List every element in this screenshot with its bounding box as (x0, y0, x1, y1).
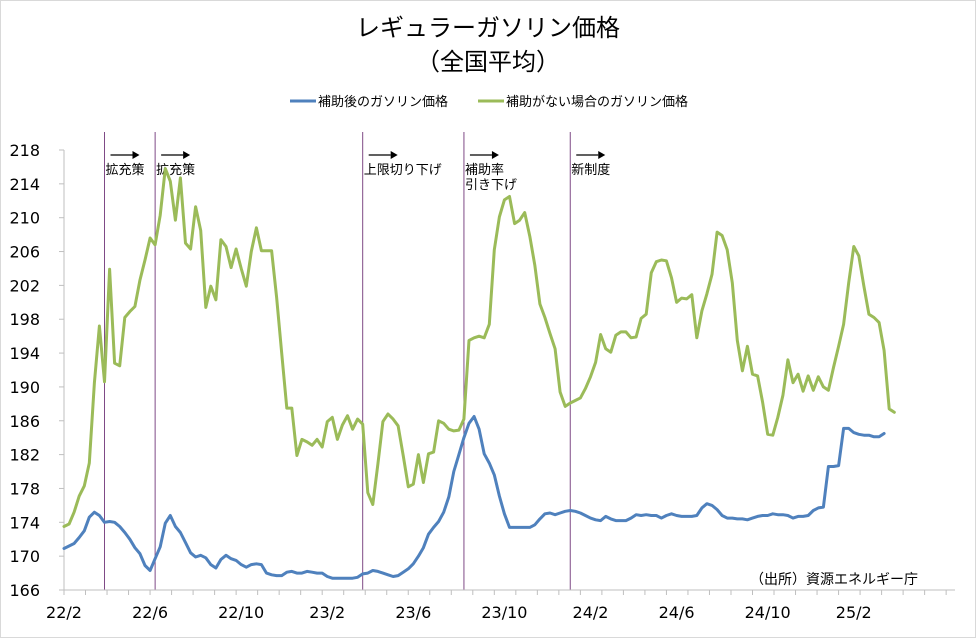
y-tick-label: 210 (9, 209, 40, 228)
x-tick-label: 23/2 (309, 603, 345, 622)
x-tick-label: 22/10 (218, 603, 264, 622)
y-tick-label: 182 (9, 446, 40, 465)
axes: 166 170 174 178 182 186 190 194 198 202 206 210 214 2… (9, 141, 955, 622)
y-tick-label: 190 (9, 378, 40, 397)
y-tick-label: 166 (9, 581, 40, 600)
source-note: （出所）資源エネルギー庁 (750, 572, 918, 588)
event-arrowhead (132, 151, 140, 159)
x-tick-label: 23/10 (481, 603, 527, 622)
y-tick-label: 218 (9, 141, 40, 160)
legend-label: 補助後のガソリン価格 (318, 94, 448, 110)
y-tick-label: 178 (9, 479, 40, 498)
x-tick-label: 22/2 (46, 603, 82, 622)
x-tick-label: 24/6 (659, 603, 695, 622)
event-label: 拡充策 (106, 162, 145, 178)
event-label: 補助率 (465, 162, 504, 178)
chart-subtitle: （全国平均） (416, 48, 560, 76)
event-label: 新制度 (571, 162, 610, 178)
event-arrowhead (598, 151, 606, 159)
series-line-unsubsidized (62, 167, 896, 528)
event-arrowhead (183, 151, 191, 159)
y-tick-label: 206 (9, 243, 40, 262)
series-group (62, 167, 896, 580)
y-tick-label: 194 (9, 344, 40, 363)
event-label: 拡充策 (156, 162, 195, 178)
series-line-subsidized (62, 415, 886, 580)
y-tick-label: 186 (9, 412, 40, 431)
x-tick-label: 24/10 (745, 603, 791, 622)
x-tick-label: 22/6 (132, 603, 168, 622)
x-tick-label: 23/6 (395, 603, 431, 622)
chart-title: レギュラーガソリン価格 (356, 14, 620, 42)
event-arrowhead (390, 151, 398, 159)
event-arrowhead (491, 151, 499, 159)
legend: 補助後のガソリン価格 補助がない場合のガソリン価格 (290, 94, 688, 110)
y-tick-label: 214 (9, 175, 40, 194)
y-tick-label: 202 (9, 276, 40, 295)
y-tick-label: 198 (9, 310, 40, 329)
x-tick-label: 24/2 (573, 603, 609, 622)
y-tick-label: 170 (9, 547, 40, 566)
y-tick-label: 174 (9, 513, 40, 532)
event-label: 引き下げ (465, 178, 517, 193)
x-tick-label: 25/2 (836, 603, 872, 622)
event-label: 上限切り下げ (364, 163, 442, 178)
legend-label: 補助がない場合のガソリン価格 (506, 94, 688, 110)
